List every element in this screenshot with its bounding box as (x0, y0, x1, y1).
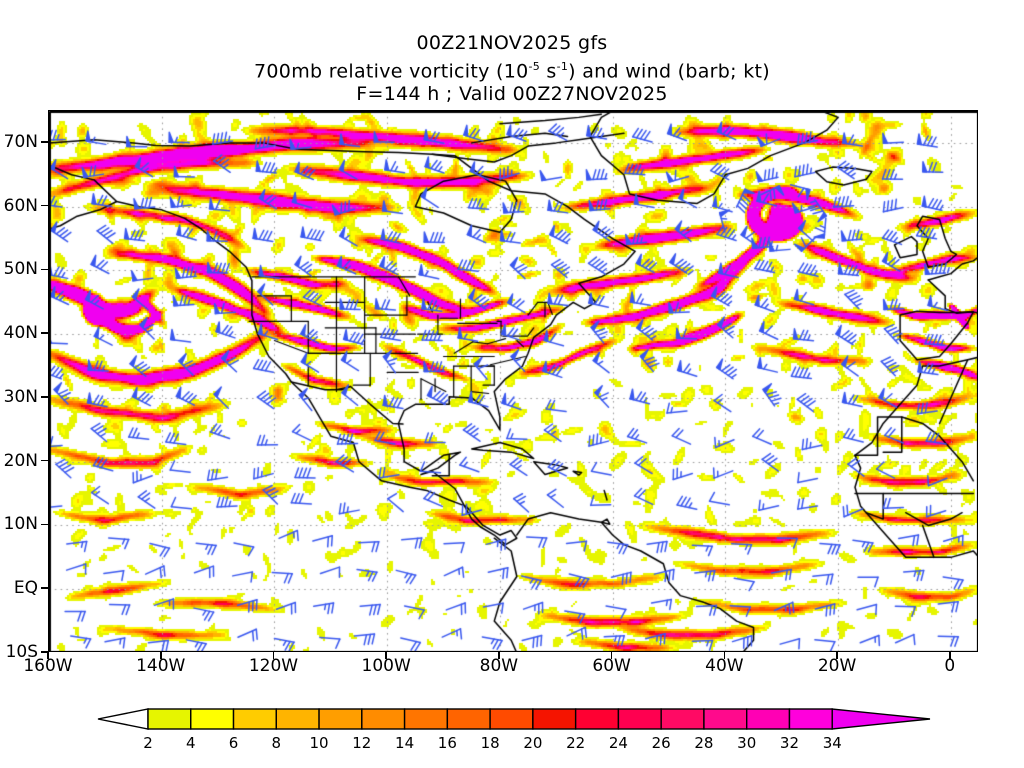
y-axis-label: 30N (3, 386, 38, 407)
title-line-valid: F=144 h ; Valid 00Z27NOV2025 (356, 83, 668, 106)
colorbar-tick-label: 2 (143, 734, 153, 752)
colorbar-tick-label: 30 (737, 734, 757, 752)
colorbar-tick-label: 26 (651, 734, 671, 752)
x-axis-tick (385, 652, 387, 659)
colorbar-tick-label: 12 (352, 734, 372, 752)
chart-title-block: 00Z21NOV2025 gfs 700mb relative vorticit… (0, 32, 1024, 106)
x-axis-tick (610, 652, 613, 659)
colorbar-swatch (147, 708, 192, 730)
colorbar-tick-label: 28 (694, 734, 714, 752)
x-axis-label: 20W (817, 656, 857, 676)
x-axis-tick (949, 652, 951, 659)
x-axis-label: 0 (944, 656, 956, 676)
colorbar-swatch (660, 708, 705, 730)
x-axis-label: 80W (479, 656, 519, 676)
x-axis-tick (498, 652, 500, 659)
y-axis-label: 40N (3, 323, 38, 344)
y-axis-tick (41, 332, 48, 334)
colorbar-tick-label: 8 (271, 734, 282, 752)
colorbar-tick-label: 10 (309, 734, 329, 752)
title-line-model: 00Z21NOV2025 gfs (416, 32, 608, 54)
colorbar-tick-label: 16 (437, 734, 457, 752)
y-axis-label: 20N (3, 450, 38, 471)
colorbar-swatch (532, 708, 577, 730)
y-axis-tick (41, 396, 48, 398)
y-axis-tick (41, 141, 48, 143)
vorticity-map-canvas (49, 111, 977, 651)
x-axis-label: 120W (248, 656, 299, 676)
title-line-variable: 700mb relative vorticity (10-5 s-1) and … (0, 55, 1024, 83)
y-axis-label: EQ (13, 578, 38, 599)
colorbar-swatch (574, 708, 620, 730)
colorbar-swatch (746, 708, 791, 730)
colorbar-swatch (361, 708, 406, 730)
colorbar-swatch (446, 708, 491, 730)
colorbar-swatch (788, 708, 833, 730)
colorbar-swatch (703, 708, 748, 730)
y-axis-label: 70N (3, 131, 38, 152)
colorbar-over-arrow (831, 708, 931, 730)
y-axis-tick (41, 523, 48, 526)
x-axis-tick (159, 652, 162, 659)
colorbar-tick-label: 22 (566, 734, 586, 752)
colorbar-swatches (97, 708, 931, 730)
x-axis-label: 160W (23, 656, 73, 676)
colorbar-tick-label: 6 (228, 734, 239, 752)
title-variable-mid: s (540, 60, 557, 83)
colorbar-tick-label: 20 (523, 734, 543, 752)
colorbar-swatch (190, 708, 235, 730)
title-exponent-1: -5 (528, 60, 541, 73)
y-axis-tick (41, 268, 48, 271)
y-axis-label: 60N (3, 195, 38, 216)
colorbar-under-arrow (97, 708, 149, 730)
colorbar-tick-label: 18 (480, 734, 500, 752)
x-axis-label: 100W (361, 656, 411, 676)
x-axis-tick (723, 652, 726, 659)
y-axis-label: 10N (3, 514, 38, 535)
y-axis-tick (41, 204, 48, 207)
title-variable-post: ) and wind (barb; kt) (568, 60, 770, 83)
y-axis-label: 10S (5, 642, 38, 662)
x-axis-tick (47, 652, 49, 659)
colorbar-swatch (232, 708, 277, 730)
colorbar-swatch (617, 708, 662, 730)
colorbar-tick-label: 32 (779, 734, 800, 752)
colorbar-tick-label: 34 (822, 734, 842, 752)
y-axis-tick (41, 459, 48, 462)
colorbar-swatch (318, 708, 363, 730)
title-exponent-2: -1 (556, 60, 569, 73)
y-axis-tick (41, 651, 48, 653)
colorbar-swatch (275, 708, 320, 730)
colorbar-tick-label: 24 (608, 734, 628, 752)
y-axis-label: 50N (3, 259, 38, 280)
x-axis-tick (272, 652, 275, 659)
colorbar-tick-label: 4 (185, 734, 196, 752)
title-variable-pre: 700mb relative vorticity (10 (254, 60, 529, 83)
colorbar-swatch (489, 708, 534, 730)
colorbar-tick-label: 14 (395, 734, 415, 752)
map-plot-area (48, 110, 978, 652)
x-axis-tick (836, 652, 838, 659)
colorbar-swatch (403, 708, 449, 730)
x-axis-label: 140W (136, 656, 186, 676)
x-axis-label: 40W (705, 656, 744, 676)
x-axis-label: 60W (592, 656, 631, 676)
y-axis-tick (41, 587, 48, 590)
